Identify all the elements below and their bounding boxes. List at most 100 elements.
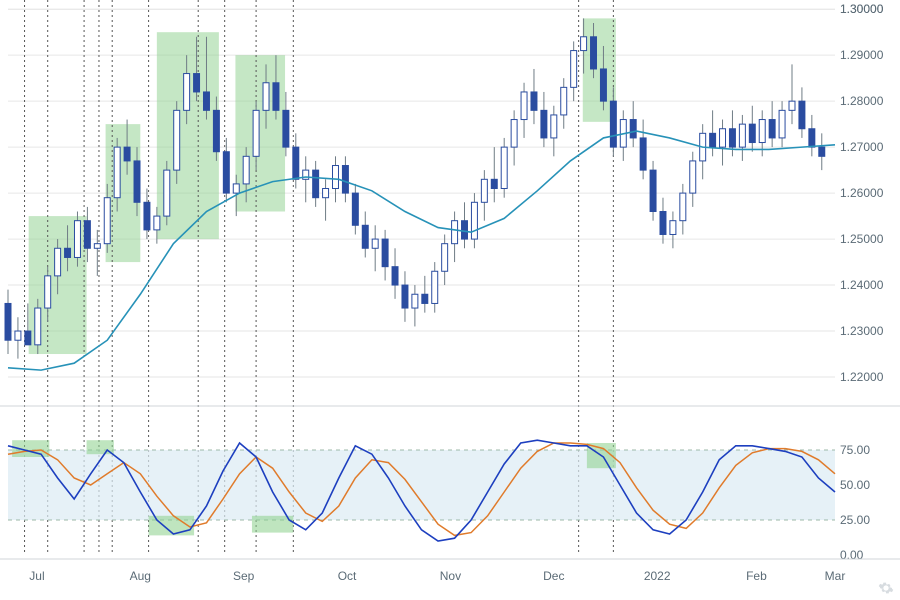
candle — [739, 124, 745, 147]
candle — [362, 225, 368, 248]
candle — [74, 221, 80, 258]
candle — [323, 189, 329, 198]
osc-band — [8, 450, 835, 520]
candle — [779, 110, 785, 138]
candle — [501, 147, 507, 188]
candle — [263, 83, 269, 111]
candle — [561, 87, 567, 115]
osc-ytick: 0.00 — [840, 548, 864, 562]
price-ytick: 1.22000 — [840, 370, 884, 384]
candle — [610, 101, 616, 147]
candle — [194, 74, 200, 92]
candle — [273, 83, 279, 111]
candle — [511, 120, 517, 148]
candle — [442, 244, 448, 272]
candle — [769, 120, 775, 138]
candle — [571, 51, 577, 88]
month-label: Jul — [29, 569, 44, 583]
candle — [412, 294, 418, 308]
candle — [491, 179, 497, 188]
month-label: Oct — [338, 569, 357, 583]
month-label: Mar — [825, 569, 846, 583]
candle — [630, 120, 636, 138]
price-ytick: 1.24000 — [840, 278, 884, 292]
candle — [471, 202, 477, 239]
candle — [333, 166, 339, 189]
month-label: 2022 — [644, 569, 671, 583]
candle — [65, 248, 71, 257]
candle — [15, 331, 21, 340]
candle — [55, 248, 61, 276]
candle — [372, 239, 378, 248]
month-label: Sep — [233, 569, 255, 583]
price-ytick: 1.26000 — [840, 186, 884, 200]
price-ytick: 1.23000 — [840, 324, 884, 338]
candle — [660, 211, 666, 234]
osc-ytick: 50.00 — [840, 478, 870, 492]
candle — [392, 267, 398, 285]
candle — [283, 110, 289, 147]
candle — [5, 303, 11, 340]
month-label: Aug — [130, 569, 151, 583]
candle — [213, 110, 219, 151]
candle — [600, 69, 606, 101]
candle — [462, 221, 468, 239]
candle — [650, 170, 656, 211]
candle — [104, 198, 110, 244]
month-label: Dec — [543, 569, 564, 583]
candle — [164, 170, 170, 216]
svg-text:1.30000: 1.30000 — [840, 2, 884, 16]
candle — [174, 110, 180, 170]
candle — [670, 221, 676, 235]
month-label: Feb — [746, 569, 767, 583]
candle — [124, 147, 130, 161]
candle — [203, 92, 209, 110]
candle — [452, 221, 458, 244]
month-label: Nov — [440, 569, 461, 583]
candle — [134, 161, 140, 202]
osc-ytick: 25.00 — [840, 513, 870, 527]
candle — [521, 92, 527, 120]
candle — [422, 294, 428, 303]
candle — [640, 138, 646, 170]
trading-chart[interactable]: 1.22000 1.23000 1.24000 1.25000 1.26000 1.270… — [0, 0, 900, 600]
candle — [819, 147, 825, 156]
price-ytick: 1.25000 — [840, 232, 884, 246]
osc-ytick: 75.00 — [840, 443, 870, 457]
candle — [293, 147, 299, 179]
candle — [184, 74, 190, 111]
candle — [144, 202, 150, 230]
candle — [759, 120, 765, 143]
candle — [720, 129, 726, 147]
candle — [541, 110, 547, 138]
candle — [342, 166, 348, 194]
price-ytick: 1.27000 — [840, 140, 884, 154]
candle — [551, 115, 557, 138]
candle — [35, 308, 41, 345]
price-highlight — [235, 55, 285, 211]
candle — [352, 193, 358, 225]
candle — [233, 184, 239, 193]
candle — [313, 170, 319, 198]
candle — [789, 101, 795, 110]
candle — [382, 239, 388, 267]
chart-stage: { "layout": { "width": 900, "height": 60… — [0, 0, 900, 600]
price-ytick: 1.28000 — [840, 94, 884, 108]
candle — [243, 156, 249, 184]
candle — [799, 101, 805, 129]
candle — [481, 179, 487, 202]
candle — [581, 37, 587, 51]
candle — [680, 193, 686, 221]
candle — [223, 152, 229, 193]
candle — [253, 110, 259, 156]
candle — [729, 129, 735, 147]
candle — [749, 124, 755, 142]
candle — [25, 331, 31, 345]
osc-highlight — [252, 516, 293, 533]
candle — [94, 244, 100, 249]
price-ytick: 1.29000 — [840, 48, 884, 62]
candle — [690, 161, 696, 193]
candle — [402, 285, 408, 308]
gear-icon[interactable] — [878, 580, 894, 596]
candle — [84, 221, 90, 249]
